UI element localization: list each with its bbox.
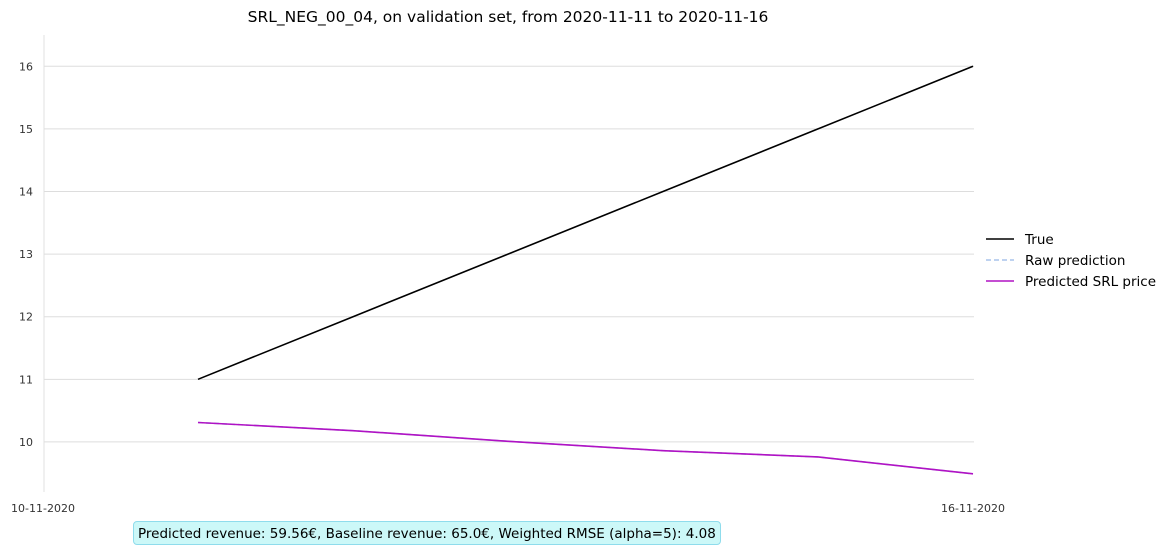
y-tick-label: 16 — [19, 60, 33, 73]
y-tick-label: 10 — [19, 436, 33, 449]
legend-label: True — [1024, 232, 1054, 248]
legend: True Raw prediction Predicted SRL price — [986, 232, 1156, 290]
series-line-predicted-srl-price — [197, 421, 974, 475]
series-line-raw-prediction — [197, 421, 974, 475]
legend-label: Predicted SRL price — [1025, 274, 1156, 290]
y-tick-label: 15 — [19, 123, 33, 136]
y-tick-labels: 10 11 12 13 14 15 16 — [19, 60, 33, 449]
y-tick-label: 12 — [19, 311, 33, 324]
series-lines — [197, 65, 974, 475]
y-tick-label: 13 — [19, 248, 33, 261]
x-tick-label: 10-11-2020 — [11, 502, 75, 515]
x-tick-label: 16-11-2020 — [941, 502, 1005, 515]
chart-title: SRL_NEG_00_04, on validation set, from 2… — [248, 8, 769, 27]
legend-label: Raw prediction — [1025, 253, 1125, 269]
y-tick-label: 14 — [19, 186, 33, 199]
metrics-annotation: Predicted revenue: 59.56€, Baseline reve… — [133, 521, 721, 545]
x-tick-labels: 10-11-2020 16-11-2020 — [11, 502, 1005, 515]
series-line-true — [197, 65, 974, 381]
y-tick-label: 11 — [19, 373, 33, 386]
